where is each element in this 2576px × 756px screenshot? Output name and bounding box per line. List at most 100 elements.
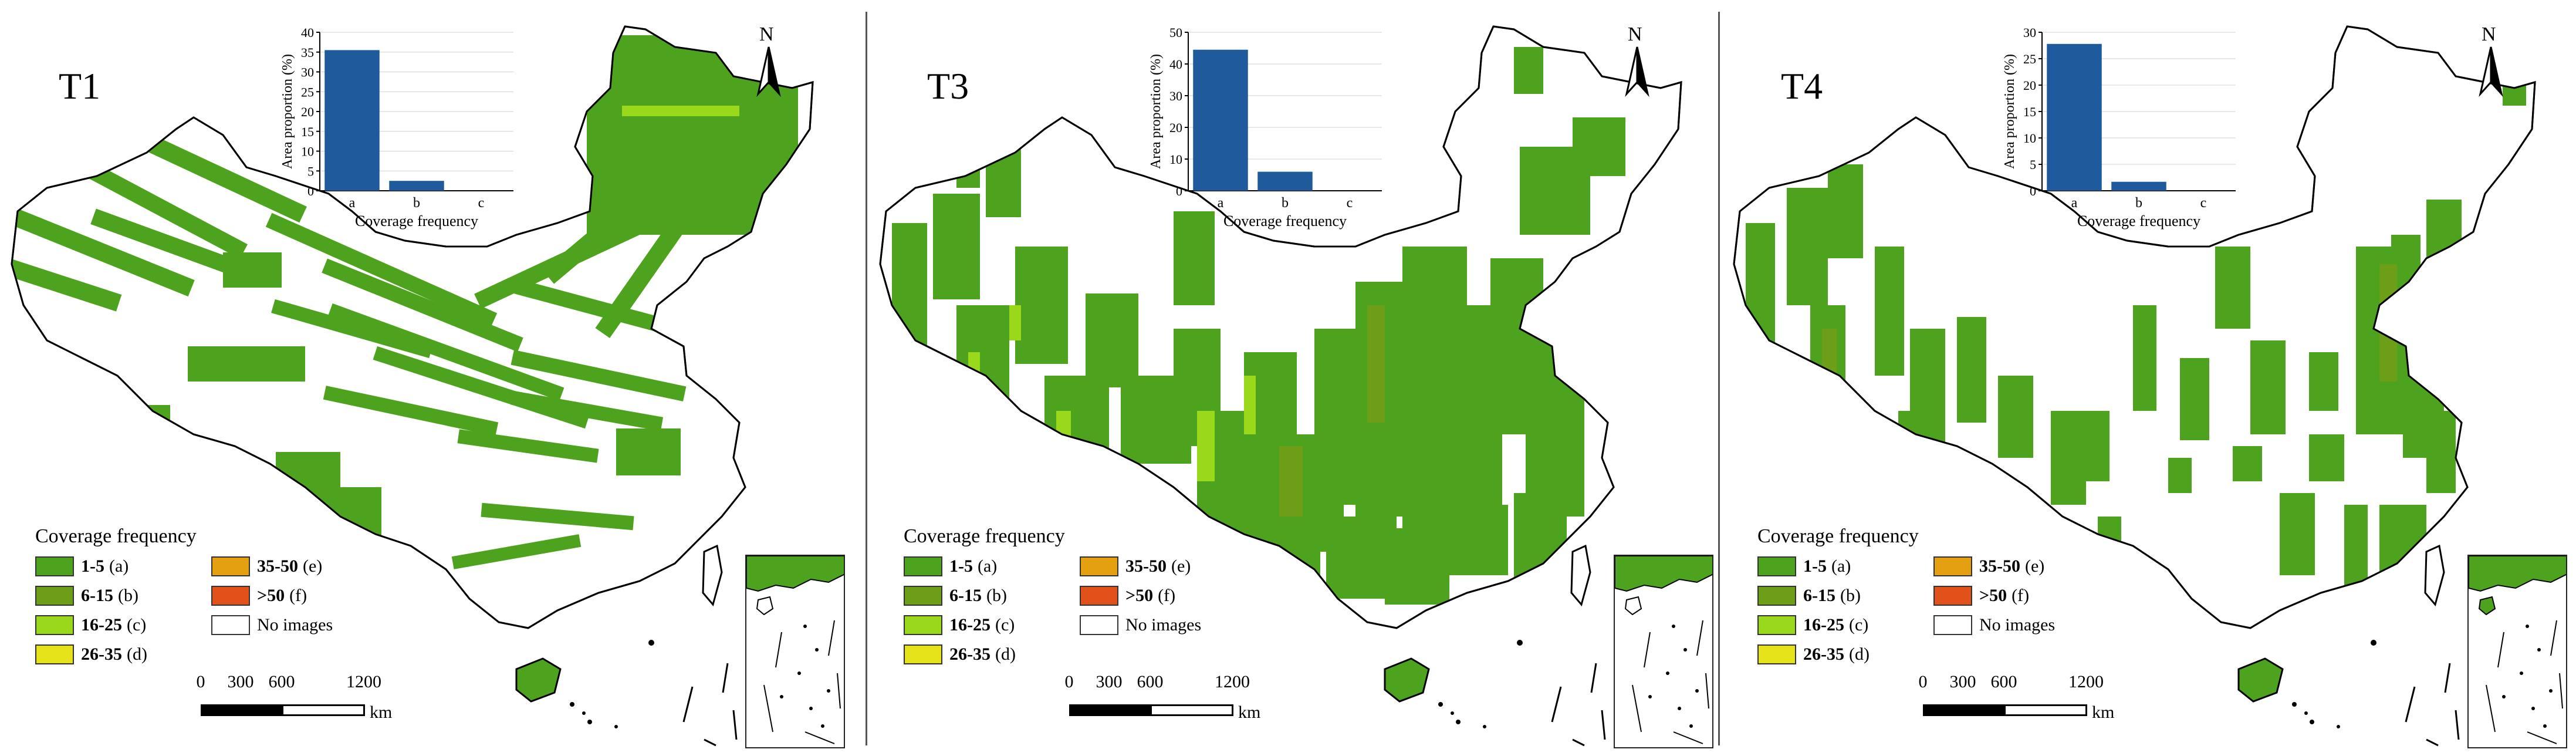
legend-tag: (f) (2012, 586, 2030, 605)
legend-swatch (211, 615, 250, 635)
legend-swatch (1080, 586, 1118, 606)
scale-bar: 0 300 600 1200 km (194, 672, 475, 731)
north-arrow-icon: N (745, 23, 792, 100)
y-tick-label: 40 (301, 25, 314, 40)
panel-label: T1 (59, 65, 101, 107)
south-china-sea-inset (1614, 555, 1713, 748)
legend-item: >50 (f) (1080, 584, 1175, 608)
panel-t1: T1 N 0 5 10 15 20 25 30 35 40 a b c Coverage frequency… (0, 0, 845, 756)
legend-label: 26-35 (d) (1803, 644, 1870, 664)
bar-a (1193, 49, 1248, 191)
scale-tick-label: 600 (268, 672, 295, 691)
legend: Coverage frequency 1-5 (a) 6-15 (b) 16-25 (c) 2… (35, 525, 364, 690)
scale-tick-label: 300 (227, 672, 254, 691)
scale-unit: km (2092, 703, 2115, 722)
legend-tag: (f) (289, 586, 307, 605)
legend-range: 35-50 (1979, 556, 2020, 576)
x-tick-label: a (349, 195, 356, 211)
legend-swatch (1933, 586, 1972, 606)
china-coverage-map (879, 25, 1682, 747)
legend-label: >50 (f) (1125, 586, 1175, 606)
legend-range: 16-25 (949, 615, 990, 635)
legend-range: 26-35 (81, 644, 122, 664)
north-label: N (1628, 23, 1642, 45)
legend-swatch (35, 586, 74, 606)
legend-range: 1-5 (949, 556, 973, 576)
legend-tag: (b) (118, 586, 138, 605)
legend-tag: (a) (978, 556, 998, 576)
x-tick-label: b (413, 195, 420, 211)
south-china-sea-inset (2467, 555, 2567, 748)
y-tick-label: 15 (301, 124, 314, 139)
x-tick-label: b (2135, 195, 2142, 211)
y-tick-label: 25 (2023, 52, 2036, 66)
inset-map-svg (746, 556, 844, 744)
x-tick-label: a (2071, 195, 2078, 211)
legend-title: Coverage frequency (904, 525, 1065, 547)
legend-item: No images (211, 613, 333, 637)
scale-tick-label: 0 (1918, 672, 1928, 691)
south-sea-islands (2292, 640, 2460, 747)
y-tick-label: 15 (2023, 104, 2036, 119)
inset-bar-chart: 0 5 10 15 20 25 30 35 40 a b c Coverage frequency Are… (279, 23, 537, 241)
bar-b (2111, 181, 2166, 191)
bar-b (389, 181, 444, 191)
legend-item: 35-50 (e) (1080, 555, 1191, 578)
scale-tick-label: 300 (1096, 672, 1123, 691)
legend: Coverage frequency 1-5 (a) 6-15 (b) 16-25 (c) 2… (1757, 525, 2086, 690)
y-tick-label: 25 (301, 85, 314, 99)
legend-label: 6-15 (b) (81, 586, 138, 606)
x-tick-label: b (1282, 195, 1289, 211)
legend-item: 1-5 (a) (1757, 555, 1851, 578)
legend-range: 26-35 (949, 644, 990, 664)
legend-swatch (1757, 615, 1796, 635)
scale-segment (1150, 704, 1233, 716)
north-arrow-icon: N (1614, 23, 1661, 100)
legend-tag: (a) (1831, 556, 1851, 576)
y-tick-label: 30 (2023, 25, 2036, 40)
legend-swatch (211, 556, 250, 576)
legend-item: 35-50 (e) (1933, 555, 2044, 578)
panel-divider (1718, 12, 1720, 745)
legend-swatch (1080, 615, 1118, 635)
y-tick-label: 20 (301, 104, 314, 119)
legend-range: 35-50 (257, 556, 298, 576)
legend-tag: (e) (1171, 556, 1191, 576)
legend-item: 1-5 (a) (35, 555, 129, 578)
legend-range: 6-15 (1803, 586, 1835, 605)
panel-t3: T3 N 0 10 20 30 40 50 a b c Coverage frequency Area … (868, 0, 1713, 756)
y-tick-label: 10 (2023, 131, 2036, 146)
scale-tick-label: 600 (1137, 672, 1164, 691)
inset-map-svg (1615, 556, 1712, 744)
legend-title: Coverage frequency (1757, 525, 1919, 547)
legend-item: No images (1933, 613, 2055, 637)
legend-item: 26-35 (d) (35, 643, 147, 666)
china-coverage-map (1733, 25, 2536, 747)
legend-label: 1-5 (a) (949, 556, 997, 576)
scale-tick-label: 0 (196, 672, 205, 691)
scale-segment (2004, 704, 2087, 716)
north-label: N (759, 23, 774, 45)
y-tick-label: 5 (2030, 157, 2036, 172)
scale-bar: 0 300 600 1200 km (1062, 672, 1344, 731)
hainan-island (2237, 657, 2284, 703)
south-china-sea-inset (745, 555, 845, 748)
inset-bar-chart: 0 10 20 30 40 50 a b c Coverage frequency Area pro… (1147, 23, 1405, 241)
legend-range: 16-25 (81, 615, 122, 635)
legend-tag: (d) (1849, 644, 1870, 664)
y-tick-label: 5 (307, 164, 314, 178)
scale-tick-label: 600 (1990, 672, 2017, 691)
legend-item: 16-25 (c) (35, 613, 146, 637)
legend: Coverage frequency 1-5 (a) 6-15 (b) 16-25 (c) 2… (904, 525, 1232, 690)
legend-range: 1-5 (81, 556, 104, 576)
legend-label: No images (257, 615, 333, 635)
north-label: N (2482, 23, 2496, 45)
legend-range: No images (257, 615, 333, 635)
legend-tag: (c) (995, 615, 1015, 635)
legend-label: 6-15 (b) (1803, 586, 1861, 606)
y-tick-label: 0 (2030, 184, 2036, 198)
legend-label: 1-5 (a) (1803, 556, 1851, 576)
legend-label: 16-25 (c) (949, 615, 1015, 635)
